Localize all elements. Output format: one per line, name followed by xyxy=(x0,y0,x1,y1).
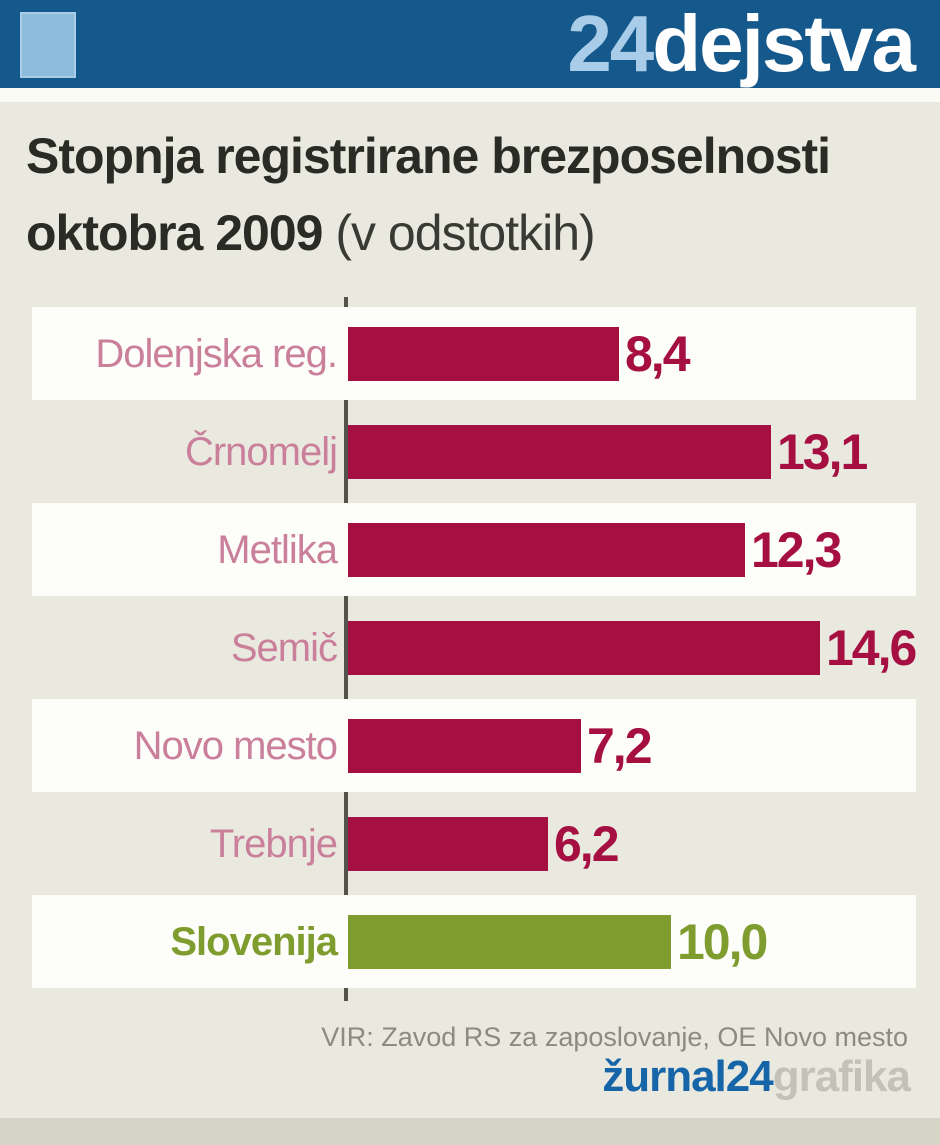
value-label: 10,0 xyxy=(677,914,768,970)
brand-logo: 24dejstva xyxy=(567,0,916,92)
bar-chart: Dolenjska reg. 8,4 Črnomelj 13,1 Metlika 12,3… xyxy=(0,297,940,1001)
value-label: 7,2 xyxy=(587,718,653,774)
publisher-credit-suffix: grafika xyxy=(772,1052,911,1101)
publisher-credit-logo: žurnal24 xyxy=(602,1052,774,1101)
bar-wrap: 14,6 xyxy=(348,599,940,697)
masthead: 24dejstva xyxy=(0,0,940,88)
bar xyxy=(348,915,671,969)
bar xyxy=(348,621,820,675)
category-label: Dolenjska reg. xyxy=(95,331,338,376)
brand-logo-suffix: dejstva xyxy=(652,0,916,88)
category-label: Trebnje xyxy=(209,821,338,866)
bar-wrap: 13,1 xyxy=(348,403,940,501)
category-label: Slovenija xyxy=(170,919,338,964)
masthead-square-icon xyxy=(20,12,76,78)
chart-row: Dolenjska reg. 8,4 xyxy=(0,305,940,403)
bar xyxy=(348,523,745,577)
chart-row: Novo mesto 7,2 xyxy=(0,697,940,795)
bar-wrap: 8,4 xyxy=(348,305,940,403)
bar xyxy=(348,425,771,479)
bar-wrap: 7,2 xyxy=(348,697,940,795)
chart-row: Trebnje 6,2 xyxy=(0,795,940,893)
bar-wrap: 6,2 xyxy=(348,795,940,893)
bar xyxy=(348,817,548,871)
category-label: Novo mesto xyxy=(133,723,338,768)
publisher-credit: žurnal24grafika xyxy=(602,1052,911,1102)
chart-row: Semič 14,6 xyxy=(0,599,940,697)
chart-title: Stopnja registrirane brezposelnosti okto… xyxy=(26,118,920,272)
category-label: Metlika xyxy=(217,527,338,572)
bottom-band xyxy=(0,1118,940,1145)
category-label: Črnomelj xyxy=(184,429,338,474)
brand-logo-prefix: 24 xyxy=(567,0,654,88)
chart-row: Črnomelj 13,1 xyxy=(0,403,940,501)
value-label: 14,6 xyxy=(826,620,917,676)
value-label: 6,2 xyxy=(554,816,620,872)
value-label: 8,4 xyxy=(625,326,691,382)
bar xyxy=(348,327,619,381)
bar-wrap: 10,0 xyxy=(348,893,940,991)
value-label: 13,1 xyxy=(777,424,868,480)
axis-line xyxy=(344,297,348,1001)
chart-row: Slovenija 10,0 xyxy=(0,893,940,991)
chart-row: Metlika 12,3 xyxy=(0,501,940,599)
chart-title-line2-bold: oktobra 2009 xyxy=(26,205,323,261)
value-label: 12,3 xyxy=(751,522,842,578)
chart-title-line2-light: (v odstotkih) xyxy=(322,205,595,261)
bar xyxy=(348,719,581,773)
source-note: VIR: Zavod RS za zaposlovanje, OE Novo m… xyxy=(321,1022,908,1052)
chart-title-line1: Stopnja registrirane brezposelnosti xyxy=(26,128,831,184)
bar-wrap: 12,3 xyxy=(348,501,940,599)
header-divider xyxy=(0,88,940,102)
category-label: Semič xyxy=(230,625,338,670)
